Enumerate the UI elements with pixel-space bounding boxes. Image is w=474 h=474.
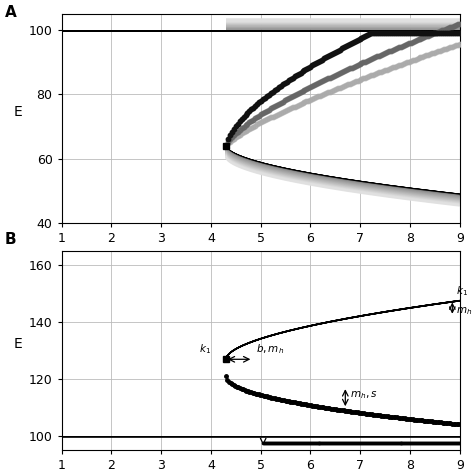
Y-axis label: E: E <box>13 104 22 118</box>
Text: A: A <box>5 5 17 20</box>
Text: $m_h$: $m_h$ <box>456 305 472 317</box>
Y-axis label: E: E <box>13 337 22 351</box>
Text: $m_h, s$: $m_h, s$ <box>350 389 378 401</box>
Text: $b, m_h$: $b, m_h$ <box>256 343 284 356</box>
Text: B: B <box>5 232 17 247</box>
Text: $k_1$: $k_1$ <box>199 343 211 356</box>
Text: $k_1$: $k_1$ <box>456 284 468 298</box>
X-axis label: n: n <box>256 250 265 264</box>
